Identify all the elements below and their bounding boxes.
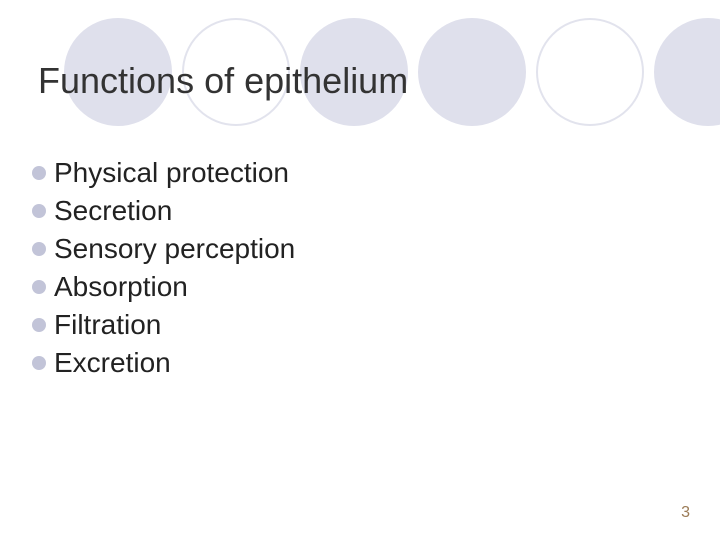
bullet-icon (32, 280, 46, 294)
list-item-label: Secretion (54, 195, 172, 227)
list-item-label: Physical protection (54, 157, 289, 189)
list-item: Excretion (32, 344, 295, 382)
bullet-icon (32, 166, 46, 180)
list-item-label: Sensory perception (54, 233, 295, 265)
bullet-icon (32, 318, 46, 332)
decor-circle (536, 18, 644, 126)
list-item: Physical protection (32, 154, 295, 192)
list-item: Filtration (32, 306, 295, 344)
bullet-icon (32, 242, 46, 256)
list-item-label: Filtration (54, 309, 161, 341)
bullet-icon (32, 204, 46, 218)
slide-title: Functions of epithelium (38, 60, 408, 102)
decor-circle (418, 18, 526, 126)
page-number: 3 (681, 504, 690, 522)
list-item: Sensory perception (32, 230, 295, 268)
list-item: Secretion (32, 192, 295, 230)
list-item-label: Excretion (54, 347, 171, 379)
bullet-icon (32, 356, 46, 370)
list-item-label: Absorption (54, 271, 188, 303)
decor-circle (654, 18, 720, 126)
bullet-list: Physical protection Secretion Sensory perc… (32, 154, 295, 382)
list-item: Absorption (32, 268, 295, 306)
